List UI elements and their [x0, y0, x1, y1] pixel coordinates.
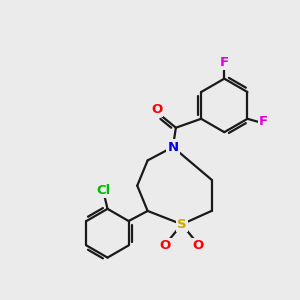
Text: F: F — [220, 56, 229, 69]
Text: O: O — [193, 238, 204, 252]
Text: N: N — [167, 140, 178, 154]
Text: S: S — [177, 218, 187, 231]
Text: O: O — [160, 238, 171, 252]
Text: F: F — [259, 115, 268, 128]
Text: O: O — [151, 103, 162, 116]
Text: Cl: Cl — [96, 184, 110, 197]
